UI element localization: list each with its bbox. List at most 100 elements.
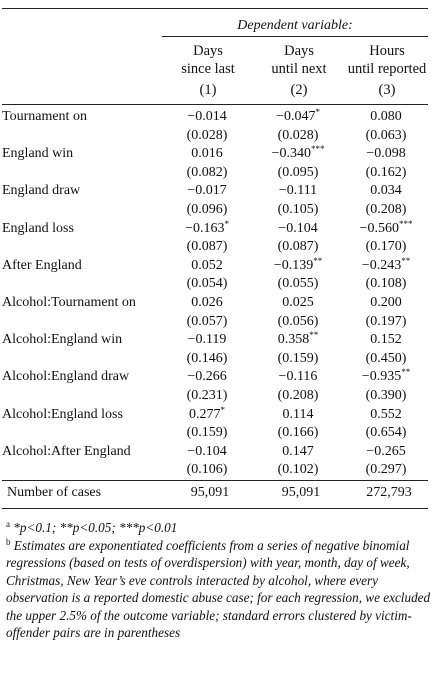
note-b-marker: b xyxy=(6,536,11,547)
table-notes: a *p<0.1; **p<0.05; ***p<0.01 b Estimate… xyxy=(6,519,434,642)
coefficient-cell: −0.243** xyxy=(344,255,428,276)
table-row-se: (0.159) (0.166) (0.654) xyxy=(2,424,428,443)
col3-header-line2: until reported xyxy=(347,61,427,77)
coefficient-table: Tournament on −0.014 −0.047* 0.080 (0.028) (0… xyxy=(2,108,428,480)
cases-value-col1: 95,091 xyxy=(190,485,230,500)
coefficient-value: −0.104 xyxy=(187,443,227,459)
coefficient-cell: −0.116 xyxy=(252,368,344,387)
table-row-se: (0.028) (0.028) (0.063) xyxy=(2,127,428,146)
row-label: Alcohol:England loss xyxy=(2,406,123,422)
coefficient-value: −0.243 xyxy=(361,257,402,273)
standard-error-cell: (0.105) xyxy=(277,201,319,217)
standard-error-cell: (0.146) xyxy=(186,350,228,366)
standard-error-cell: (0.208) xyxy=(277,387,319,403)
col1-header: Days since last (1) xyxy=(163,42,253,99)
standard-error-cell: (0.087) xyxy=(277,239,319,255)
standard-error-cell: (0.231) xyxy=(186,387,228,403)
coefficient-value: −0.163 xyxy=(185,220,225,236)
standard-error-cell: (0.208) xyxy=(365,201,407,217)
coefficient-cell: 0.052 xyxy=(162,257,252,276)
table-row: Alcohol:England win −0.119 0.358** 0.152 xyxy=(2,331,428,350)
coefficient-value: −0.098 xyxy=(366,146,406,162)
col3-header-line1: Hours xyxy=(369,43,405,59)
table-row-se: (0.096) (0.105) (0.208) xyxy=(2,201,428,220)
significance-stars: *** xyxy=(310,144,325,155)
coefficient-value: 0.052 xyxy=(191,257,223,273)
coefficient-cell: −0.047* xyxy=(252,108,344,127)
coefficient-value: −0.935 xyxy=(361,369,402,385)
table-row-se: (0.054) (0.055) (0.108) xyxy=(2,275,428,294)
row-label: After England xyxy=(2,257,82,273)
row-label: Alcohol:Tournament on xyxy=(2,294,136,310)
standard-error-cell: (0.106) xyxy=(186,462,228,478)
coefficient-cell: −0.139** xyxy=(252,255,344,276)
standard-error-cell: (0.095) xyxy=(277,164,319,180)
table-row: After England 0.052 −0.139** −0.243** xyxy=(2,255,428,276)
coefficient-value: −0.340 xyxy=(271,146,311,162)
row-label-empty xyxy=(2,461,162,480)
row-label-empty xyxy=(2,238,162,257)
standard-error-cell: (0.056) xyxy=(277,313,319,329)
coefficient-cell: 0.152 xyxy=(344,331,428,350)
coefficient-cell: 0.358** xyxy=(252,331,344,350)
cases-label: Number of cases xyxy=(7,485,102,500)
coefficient-cell: −0.265 xyxy=(344,443,428,462)
coefficient-value: −0.116 xyxy=(278,369,318,385)
coefficient-cell: 0.552 xyxy=(344,406,428,425)
standard-error-cell: (0.055) xyxy=(277,276,319,292)
coefficient-value: −0.265 xyxy=(366,443,406,459)
coefficient-cell: −0.560*** xyxy=(344,219,428,239)
standard-error-cell: (0.450) xyxy=(365,350,407,366)
standard-error-cell: (0.166) xyxy=(277,425,319,441)
coefficient-cell: −0.111 xyxy=(252,182,344,201)
note-estimates: b Estimates are exponentiated coefficien… xyxy=(6,537,434,642)
col2-header-line1: Days xyxy=(284,43,314,59)
standard-error-cell: (0.162) xyxy=(365,164,407,180)
standard-error-cell: (0.159) xyxy=(186,425,228,441)
table-row: Alcohol:England draw −0.266 −0.116 −0.935** xyxy=(2,368,428,387)
coefficient-value: 0.026 xyxy=(191,294,223,310)
col1-header-line1: Days xyxy=(193,43,223,59)
cases-value-col2: 95,091 xyxy=(281,485,321,500)
standard-error-cell: (0.390) xyxy=(365,387,407,403)
significance-stars: ** xyxy=(401,255,411,266)
coefficient-cell: −0.119 xyxy=(162,331,252,350)
cases-rule xyxy=(2,480,428,481)
row-label-empty xyxy=(2,350,162,369)
coefficient-value: 0.277 xyxy=(189,406,221,422)
table-row-se: (0.146) (0.159) (0.450) xyxy=(2,350,428,369)
coefficient-value: 0.552 xyxy=(370,406,402,422)
row-label-empty xyxy=(2,387,162,406)
coefficient-cell: −0.340*** xyxy=(252,145,344,164)
coefficient-cell: −0.014 xyxy=(162,108,252,127)
col3-number: (3) xyxy=(378,82,396,98)
coefficient-value: 0.358 xyxy=(277,332,310,348)
standard-error-cell: (0.063) xyxy=(365,127,407,143)
coefficient-cell: −0.935** xyxy=(344,368,428,387)
top-rule xyxy=(2,8,428,9)
coefficient-value: 0.200 xyxy=(370,294,402,310)
coefficient-cell: 0.034 xyxy=(344,182,428,201)
coefficient-value: −0.017 xyxy=(187,183,227,199)
significance-stars: * xyxy=(315,107,320,117)
standard-error-cell: (0.082) xyxy=(186,164,228,180)
significance-stars: ** xyxy=(309,330,319,341)
col2-number: (2) xyxy=(290,82,308,98)
coefficient-value: −0.047 xyxy=(276,109,316,124)
coefficient-value: −0.111 xyxy=(278,183,318,199)
coefficient-cell: −0.098 xyxy=(344,145,428,164)
standard-error-cell: (0.297) xyxy=(365,462,407,478)
significance-stars: ** xyxy=(313,255,323,266)
row-label: Alcohol:England draw xyxy=(2,369,130,385)
coefficient-cell: 0.016 xyxy=(162,145,252,164)
coefficient-cell: 0.025 xyxy=(252,294,344,313)
table-row: Tournament on −0.014 −0.047* 0.080 xyxy=(2,108,428,127)
coefficient-value: 0.080 xyxy=(370,109,402,124)
col1-number: (1) xyxy=(199,82,217,98)
standard-error-cell: (0.087) xyxy=(186,239,228,255)
coefficient-cell: 0.200 xyxy=(344,294,428,313)
row-label: Alcohol:After England xyxy=(2,443,131,459)
standard-error-cell: (0.197) xyxy=(365,313,407,329)
standard-error-cell: (0.028) xyxy=(277,127,319,143)
